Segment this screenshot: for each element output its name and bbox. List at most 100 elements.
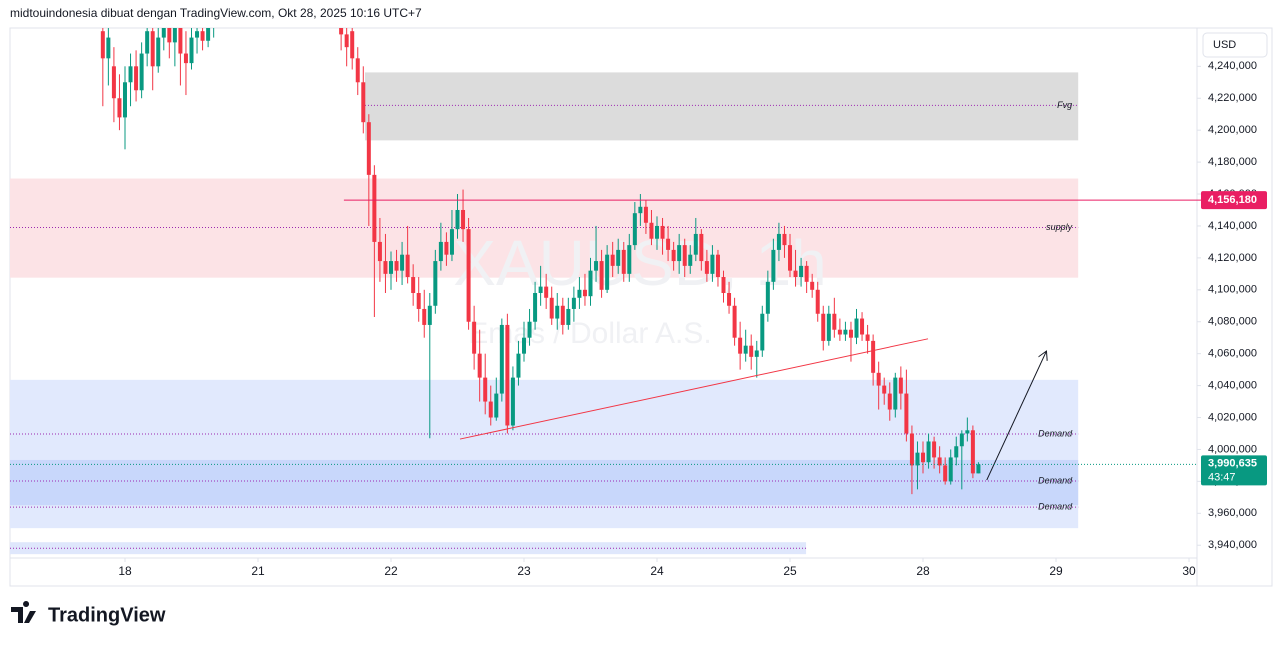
- candle-body: [616, 249, 621, 266]
- candle-body: [195, 31, 200, 38]
- candle-body: [959, 433, 964, 447]
- price-line-label: 4,156,180: [1208, 194, 1257, 206]
- y-tick-label: 4,120,000: [1208, 252, 1257, 264]
- countdown: 43:47: [1208, 471, 1236, 483]
- y-tick-label: 4,060,000: [1208, 348, 1257, 360]
- arrow: [986, 352, 1046, 481]
- candle-body: [660, 225, 665, 239]
- candle-body: [671, 249, 676, 262]
- candle-body: [433, 261, 438, 306]
- level-label: Demand: [1038, 501, 1073, 511]
- candle-body: [688, 254, 693, 266]
- candle-body: [355, 58, 360, 83]
- candle-body: [416, 293, 421, 309]
- candle-body: [810, 281, 815, 290]
- candle-body: [715, 254, 720, 278]
- candle-body: [760, 313, 765, 351]
- candle-body: [782, 233, 787, 246]
- candle-body: [704, 261, 709, 274]
- x-tick-label: 22: [384, 564, 398, 578]
- candle-body: [832, 313, 837, 330]
- price-line-badge: [1201, 191, 1267, 210]
- candle-body: [677, 245, 682, 262]
- candle-body: [821, 313, 826, 341]
- candle-body: [499, 324, 504, 394]
- axes: 3,940,0003,960,0003,980,0004,000,0004,02…: [118, 60, 1267, 578]
- candle-body: [533, 293, 538, 322]
- candle-body: [549, 297, 554, 319]
- candle-body: [350, 31, 355, 59]
- candle-body: [804, 265, 809, 282]
- candle-body: [860, 318, 865, 335]
- candle-body: [361, 82, 366, 123]
- candle-body: [571, 297, 576, 309]
- candle-body: [411, 277, 416, 293]
- candle-body: [189, 37, 194, 64]
- level-label: Demand: [1038, 475, 1073, 485]
- candle-body: [106, 37, 111, 59]
- candle-body: [643, 206, 648, 223]
- zones: Fvg supply Demand Demand Demand: [10, 72, 1079, 555]
- candle-body: [405, 254, 410, 278]
- candle-body: [111, 66, 116, 99]
- logo-icon: [11, 601, 36, 623]
- candle-body: [145, 31, 150, 54]
- candle-body: [594, 261, 599, 271]
- candle-body: [128, 66, 133, 83]
- trendline: [459, 338, 929, 440]
- candle-body: [926, 441, 931, 463]
- currency-label[interactable]: USD: [1213, 39, 1236, 51]
- candle-body: [477, 353, 482, 378]
- y-tick-label: 4,200,000: [1208, 124, 1257, 136]
- candle-body: [954, 446, 959, 458]
- candle-body: [599, 261, 604, 290]
- candle-body: [161, 28, 166, 38]
- candle-body: [743, 345, 748, 354]
- x-tick-label: 29: [1049, 564, 1063, 578]
- y-tick-label: 4,000,000: [1208, 443, 1257, 455]
- y-tick-label: 4,080,000: [1208, 316, 1257, 328]
- x-tick-label: 28: [916, 564, 930, 578]
- y-tick-label: 4,180,000: [1208, 156, 1257, 168]
- candle-body: [776, 233, 781, 250]
- candle-body: [372, 174, 377, 242]
- candle-body: [560, 305, 565, 325]
- candle-body: [544, 286, 549, 298]
- candle-body: [156, 37, 161, 67]
- logo: TradingView: [11, 601, 166, 626]
- x-tick-label: 23: [517, 564, 531, 578]
- currency-button[interactable]: [1202, 32, 1268, 58]
- candle-body: [377, 241, 382, 262]
- candle-body: [577, 289, 582, 298]
- y-tick-label: 3,960,000: [1208, 507, 1257, 519]
- zone: [10, 542, 807, 555]
- candle-body: [876, 372, 881, 386]
- candle-body: [206, 28, 211, 41]
- candle-body: [466, 229, 471, 322]
- y-tick-label: 4,020,000: [1208, 411, 1257, 423]
- candle-body: [117, 98, 122, 118]
- candle-body: [516, 353, 521, 378]
- candle-body: [366, 122, 371, 175]
- candle-body: [582, 289, 587, 297]
- candle-body: [882, 385, 887, 394]
- x-tick-label: 30: [1182, 564, 1196, 578]
- zone: [364, 72, 1079, 141]
- frame: [9, 27, 1273, 587]
- candle-body: [394, 261, 399, 271]
- candle-body: [555, 305, 560, 319]
- candle-body: [837, 329, 842, 335]
- candle-body: [666, 238, 671, 250]
- candle-body: [627, 245, 632, 274]
- y-tick-label: 4,040,000: [1208, 379, 1257, 391]
- candle-body: [710, 254, 715, 274]
- candle-body: [699, 233, 704, 262]
- candle-body: [843, 329, 848, 335]
- candle-body: [527, 321, 532, 338]
- candle-body: [904, 393, 909, 434]
- x-tick-label: 25: [783, 564, 797, 578]
- candle-body: [505, 324, 510, 426]
- candle-body: [461, 209, 466, 230]
